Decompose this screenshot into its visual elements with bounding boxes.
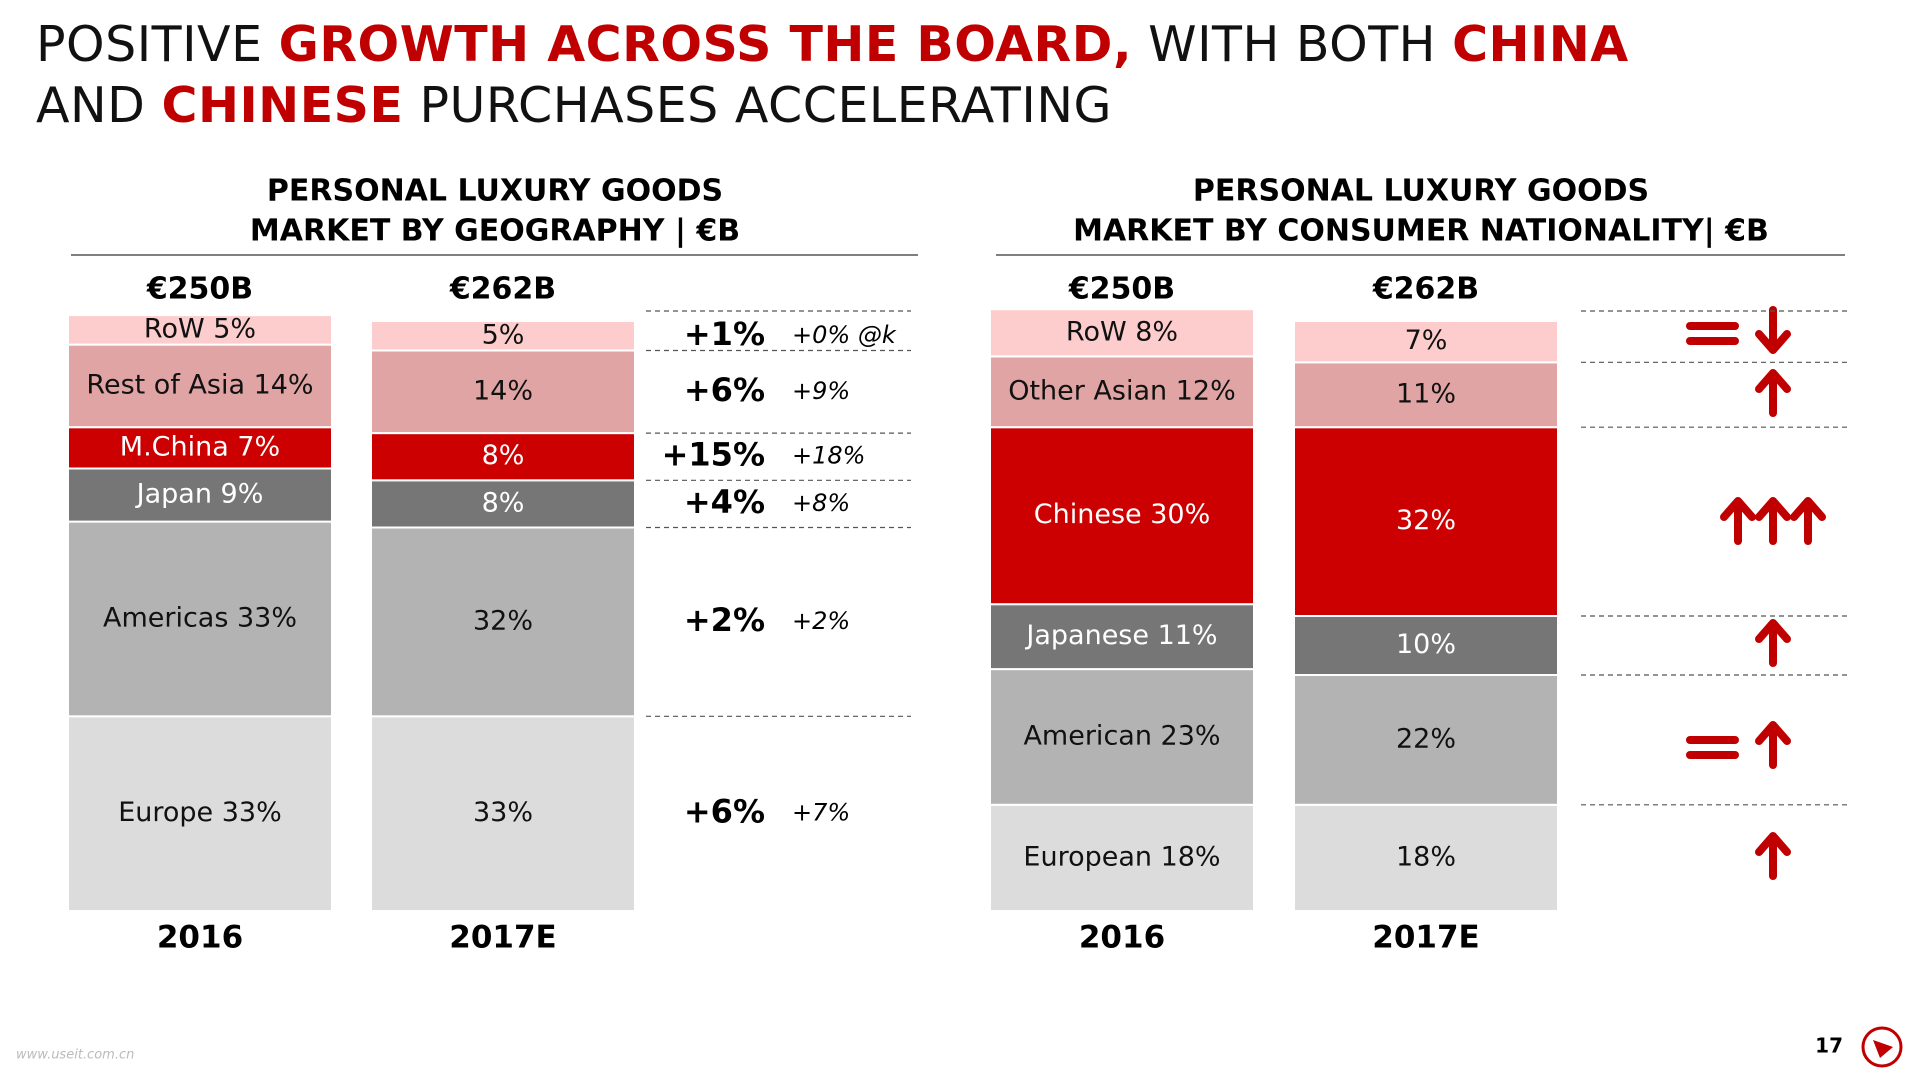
bar-segment	[370, 479, 636, 529]
page-number: 17	[1815, 1034, 1843, 1058]
segment-label: RoW 8%	[1066, 316, 1178, 347]
logo	[1861, 1026, 1903, 1068]
triple-up-arrow	[1720, 497, 1826, 545]
segment-label: 11%	[1396, 378, 1456, 409]
category-label: 2016	[1079, 920, 1165, 956]
segment-label: 8%	[482, 440, 525, 471]
slide-title: POSITIVE GROWTH ACROSS THE BOARD, WITH B…	[36, 14, 1629, 136]
bar-segment	[370, 432, 636, 482]
category-label: 2017E	[1372, 920, 1479, 956]
category-label: 2017E	[449, 920, 556, 956]
title-part: WITH BOTH	[1132, 16, 1453, 73]
growth-label: +1%	[684, 315, 765, 353]
bar-segment	[67, 314, 333, 346]
bar-segment	[1293, 615, 1559, 676]
growth-note: +18%	[792, 442, 865, 470]
total-label: €262B	[1372, 272, 1479, 307]
segment-label: M.China 7%	[120, 431, 280, 462]
bar-segment	[370, 526, 636, 718]
growth-note: +7%	[792, 799, 850, 827]
title-part: CHINESE	[161, 77, 404, 134]
segment-label: 5%	[482, 319, 525, 350]
up-arrow	[1755, 721, 1791, 769]
bar-segment	[370, 320, 636, 352]
growth-label: +15%	[662, 436, 765, 474]
title-line: POSITIVE GROWTH ACROSS THE BOARD, WITH B…	[36, 14, 1629, 75]
total-label: €250B	[1068, 272, 1175, 307]
title-part: GROWTH ACROSS THE BOARD,	[278, 16, 1133, 73]
title-part: POSITIVE	[36, 16, 279, 73]
segment-label: European 18%	[1023, 841, 1220, 872]
bar-segment	[1293, 426, 1559, 618]
bar-segment	[370, 715, 636, 912]
total-label: €262B	[449, 272, 556, 307]
title-part: CHINA	[1452, 16, 1629, 73]
total-label: €250B	[146, 272, 253, 307]
growth-label: +6%	[684, 371, 765, 409]
up-arrow	[1755, 832, 1791, 880]
chart-title: PERSONAL LUXURY GOODS	[267, 174, 723, 209]
growth-label: +6%	[684, 793, 765, 831]
equal-sign	[1686, 736, 1739, 759]
bar-segment	[989, 308, 1255, 358]
watermark: www.useit.com.cn	[16, 1048, 134, 1063]
title-part: AND	[36, 77, 162, 134]
bar-segment	[67, 343, 333, 429]
bar-segment	[1293, 803, 1559, 912]
bar-segment	[1293, 320, 1559, 364]
growth-label: +4%	[684, 483, 765, 521]
growth-note: +2%	[792, 607, 850, 635]
equal-sign	[1686, 322, 1739, 345]
title-line: AND CHINESE PURCHASES ACCELERATING	[36, 75, 1629, 136]
bar-segment	[67, 467, 333, 523]
bar-segment	[989, 426, 1255, 606]
category-label: 2016	[157, 920, 243, 956]
trend-arrows	[1686, 306, 1826, 880]
segment-label: 32%	[1396, 505, 1456, 536]
segment-label: 14%	[473, 375, 533, 406]
bar-segment	[370, 349, 636, 435]
segment-label: Japanese 11%	[1024, 620, 1217, 651]
bar-segment	[989, 355, 1255, 429]
bar-segment	[989, 803, 1255, 912]
segment-label: 7%	[1405, 325, 1448, 356]
bar-segment	[67, 520, 333, 718]
segment-label: Americas 33%	[103, 602, 297, 633]
growth-note: +8%	[792, 489, 850, 517]
growth-note: +9%	[792, 377, 850, 405]
bar-segment	[67, 715, 333, 912]
segment-label: 22%	[1396, 723, 1456, 754]
segment-label: 18%	[1396, 841, 1456, 872]
up-arrow	[1755, 619, 1791, 667]
chart-title: MARKET BY GEOGRAPHY | €B	[250, 214, 740, 249]
bar-segment	[1293, 674, 1559, 806]
growth-note: +0% @k	[792, 321, 897, 349]
bar-segment	[67, 426, 333, 470]
growth-label: +2%	[684, 601, 765, 639]
segment-label: 32%	[473, 605, 533, 636]
bar-segment	[989, 668, 1255, 806]
segment-label: Rest of Asia 14%	[86, 369, 313, 400]
segment-label: 8%	[482, 487, 525, 518]
bar-segment	[989, 603, 1255, 671]
segment-label: Europe 33%	[118, 797, 282, 828]
segment-label: 10%	[1396, 629, 1456, 660]
segment-label: Chinese 30%	[1034, 499, 1210, 530]
segment-label: RoW 5%	[144, 313, 256, 344]
segment-label: Japan 9%	[135, 479, 264, 510]
up-arrow	[1755, 369, 1791, 417]
segment-label: Other Asian 12%	[1008, 375, 1236, 406]
segment-label: 33%	[473, 797, 533, 828]
segment-label: American 23%	[1023, 720, 1220, 751]
chart-title: MARKET BY CONSUMER NATIONALITY| €B	[1073, 214, 1769, 249]
title-part: PURCHASES ACCELERATING	[403, 77, 1112, 134]
chart-title: PERSONAL LUXURY GOODS	[1193, 174, 1649, 209]
down-arrow	[1755, 306, 1791, 354]
